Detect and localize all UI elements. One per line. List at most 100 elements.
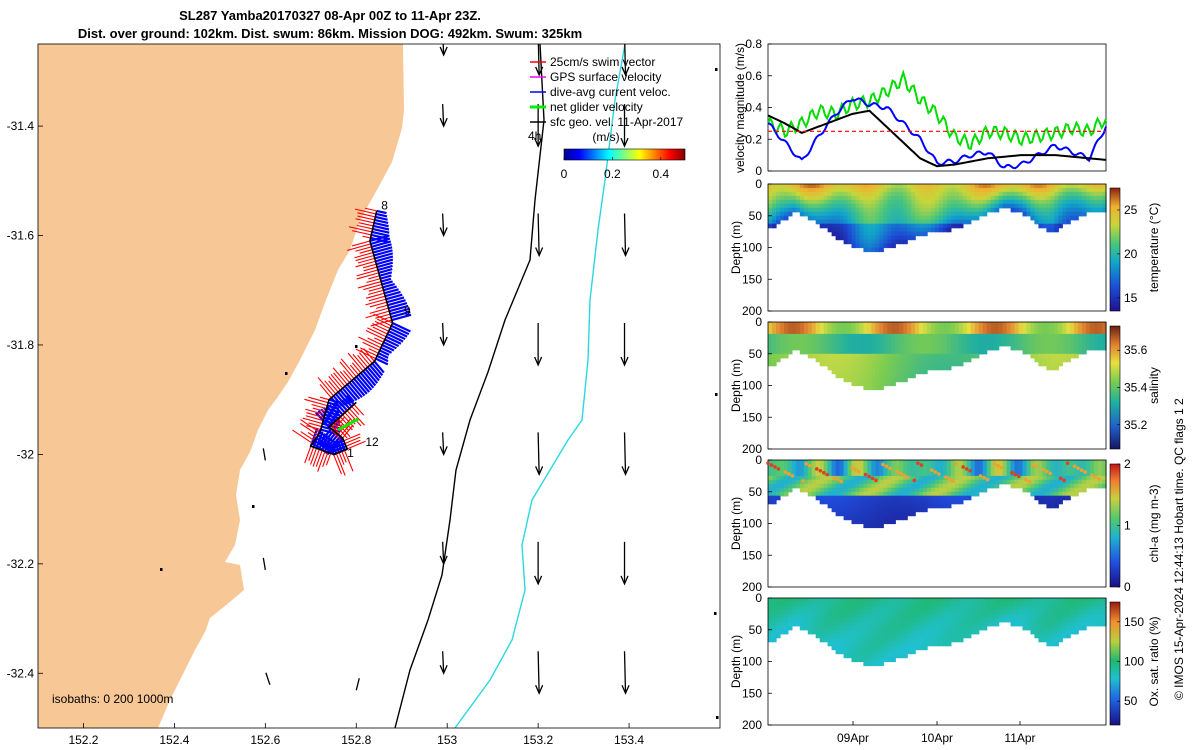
section-cell — [823, 333, 829, 339]
section-cell — [919, 195, 924, 201]
section-cell — [943, 625, 948, 631]
section-cell — [958, 475, 964, 481]
section-cell — [966, 495, 972, 501]
section-cell — [847, 645, 853, 651]
section-cell — [783, 195, 789, 201]
map-x-ticks: 152.2 152.4 152.6 152.8 153 153.2 153.4 — [68, 723, 644, 747]
section-cell — [867, 649, 872, 655]
section-cell — [803, 598, 809, 603]
section-cell — [831, 337, 837, 343]
section-cell — [1046, 479, 1051, 485]
section-cell — [847, 503, 853, 509]
section-cell — [776, 495, 781, 501]
section-cell — [1046, 641, 1051, 647]
section-cell — [863, 191, 868, 197]
section-cell — [990, 609, 996, 615]
section-cell — [859, 341, 865, 347]
section-cell — [927, 491, 932, 497]
section-cell — [915, 184, 920, 189]
section-cell — [871, 223, 876, 229]
section-cell — [1098, 326, 1103, 331]
section-cell — [847, 511, 853, 517]
section-cell — [839, 491, 845, 497]
section-cell — [863, 188, 868, 193]
section-cell — [1078, 337, 1083, 343]
section-cell — [1054, 629, 1059, 635]
section-cell — [843, 235, 849, 241]
section-cell — [931, 329, 936, 335]
section-cell — [835, 649, 841, 655]
section-cell — [815, 621, 821, 627]
section-cell — [1082, 467, 1087, 473]
section-cell — [923, 609, 928, 615]
section-cell — [1082, 333, 1087, 339]
section-cell — [1082, 211, 1087, 217]
section-cell — [768, 337, 773, 343]
section-cell — [787, 211, 793, 217]
section-cell — [1034, 598, 1039, 603]
section-cell — [1034, 203, 1039, 209]
section-cell — [871, 491, 876, 497]
section-cell — [958, 357, 964, 363]
section-cell — [875, 645, 880, 651]
section-cell — [867, 239, 872, 245]
section-cell — [891, 483, 896, 489]
section-cell — [815, 471, 821, 477]
section-cell — [887, 199, 892, 205]
section-cell — [962, 211, 968, 217]
depth-tick: 150 — [742, 686, 762, 700]
section-cell — [907, 207, 912, 213]
section-cell — [935, 499, 940, 505]
section-cell — [903, 475, 908, 481]
section-cell — [871, 495, 876, 501]
section-cell — [776, 483, 781, 489]
section-cell — [799, 605, 805, 611]
section-cell — [783, 211, 789, 217]
section-cell — [772, 460, 777, 465]
section-cell — [958, 602, 964, 607]
section-cell — [966, 184, 972, 189]
section-cell — [923, 499, 928, 505]
section-cell — [907, 487, 912, 493]
section-cell — [823, 357, 829, 363]
section-cell — [935, 495, 940, 501]
section-cell — [994, 598, 1000, 603]
section-cell — [831, 471, 837, 477]
section-cell — [1046, 617, 1051, 623]
section-cell — [1042, 609, 1047, 615]
section-cell — [1014, 621, 1020, 627]
section-cell — [1074, 329, 1079, 335]
section-cell — [799, 617, 805, 623]
section-cell — [827, 487, 833, 493]
section-cell — [970, 195, 976, 201]
section-cell — [855, 491, 861, 497]
day-label-9: 9 — [404, 304, 411, 318]
section-cell — [923, 191, 928, 197]
section-cell — [927, 326, 932, 331]
section-cell — [1030, 609, 1035, 615]
section-cell — [1022, 345, 1028, 351]
section-cell — [859, 377, 865, 383]
section-cell — [1066, 341, 1071, 347]
section-cell — [950, 215, 956, 221]
section-cell — [1074, 199, 1079, 205]
section-cell — [939, 353, 944, 359]
section-cell — [847, 223, 853, 229]
section-cell — [1082, 617, 1087, 623]
section-cell — [923, 637, 928, 643]
section-cell — [863, 460, 868, 465]
section-cell — [986, 460, 992, 465]
section-cell — [1066, 329, 1071, 335]
section-cell — [1010, 333, 1016, 339]
section-cell — [887, 184, 892, 189]
section-cell — [923, 471, 928, 477]
section-cell — [931, 602, 936, 607]
section-cell — [1078, 598, 1083, 603]
section-cell — [819, 357, 825, 363]
section-cell — [1058, 499, 1063, 505]
section-cell — [859, 605, 865, 611]
section-cell — [831, 483, 837, 489]
section-cell — [776, 471, 781, 477]
section-cell — [1094, 199, 1099, 205]
section-cell — [915, 605, 920, 611]
